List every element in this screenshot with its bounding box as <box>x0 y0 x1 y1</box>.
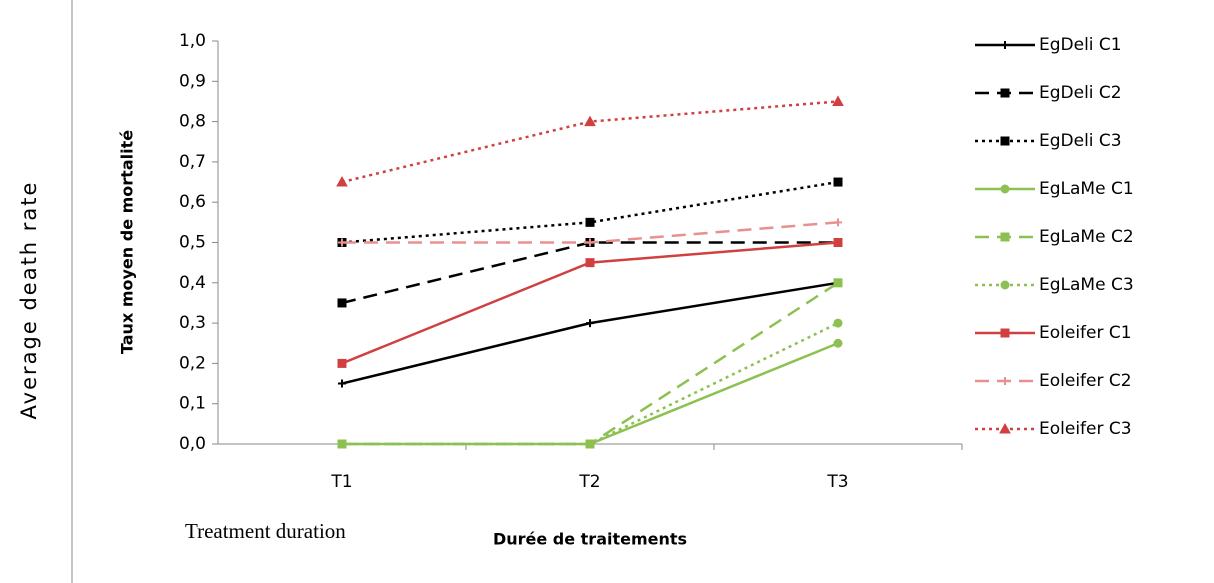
marker <box>585 258 595 268</box>
y-tick-label: 0,1 <box>179 394 206 414</box>
marker <box>1000 136 1010 146</box>
y-tick-label: 0,4 <box>179 273 206 293</box>
marker <box>338 238 346 247</box>
outer-x-label: Treatment duration <box>185 519 346 543</box>
marker <box>586 319 594 328</box>
marker <box>336 176 348 187</box>
series-line <box>341 100 839 184</box>
legend-label: EgLaMe C2 <box>1039 227 1134 247</box>
marker <box>585 217 595 227</box>
marker <box>1000 88 1010 98</box>
y-tick-label: 0,8 <box>179 112 206 132</box>
marker <box>337 439 347 449</box>
marker <box>1000 232 1010 242</box>
marker <box>584 115 596 127</box>
marker <box>1000 280 1010 290</box>
y-tick-label: 0,2 <box>179 353 206 373</box>
legend-label: EgDeli C3 <box>1039 131 1122 151</box>
legend-label: Eoleifer C2 <box>1039 371 1132 391</box>
marker <box>834 218 842 227</box>
marker <box>832 95 844 106</box>
marker <box>338 379 346 388</box>
y-tick-label: 0,7 <box>179 152 206 172</box>
marker <box>833 177 843 187</box>
legend-label: EgDeli C2 <box>1039 83 1122 103</box>
legend-label: Eoleifer C3 <box>1039 419 1132 439</box>
y-tick-label: 0,5 <box>179 233 206 253</box>
marker <box>833 338 843 348</box>
legend-label: EgLaMe C1 <box>1039 179 1134 199</box>
marker <box>833 278 843 288</box>
y-tick-label: 0,6 <box>179 192 206 212</box>
legend-label: EgLaMe C3 <box>1039 275 1134 295</box>
x-tick-label: T3 <box>826 472 848 492</box>
series-line <box>341 180 839 244</box>
marker <box>1001 41 1009 49</box>
y-axis-title: Taux moyen de mortalité <box>118 130 137 354</box>
x-axis-title: Durée de traitements <box>493 530 687 549</box>
y-tick-label: 0,0 <box>179 434 206 454</box>
legend-label: Eoleifer C1 <box>1039 323 1132 343</box>
y-tick-label: 0,9 <box>179 71 206 91</box>
marker <box>1000 328 1010 338</box>
y-tick-label: 0,3 <box>179 313 206 333</box>
x-tick-label: T1 <box>330 472 352 492</box>
marker <box>585 439 595 449</box>
marker <box>337 358 347 368</box>
marker <box>999 422 1011 434</box>
marker <box>1000 184 1010 194</box>
marker <box>586 238 594 247</box>
marker <box>833 238 843 247</box>
marker <box>833 318 843 328</box>
series-line <box>342 321 839 446</box>
y-tick-label: 1,0 <box>179 31 206 51</box>
marker <box>1001 377 1009 385</box>
marker <box>337 298 347 308</box>
legend-label: EgDeli C1 <box>1039 35 1122 55</box>
x-tick-label: T2 <box>578 472 600 492</box>
outer-y-label: Average death rate <box>17 181 41 420</box>
series-line <box>342 281 839 446</box>
